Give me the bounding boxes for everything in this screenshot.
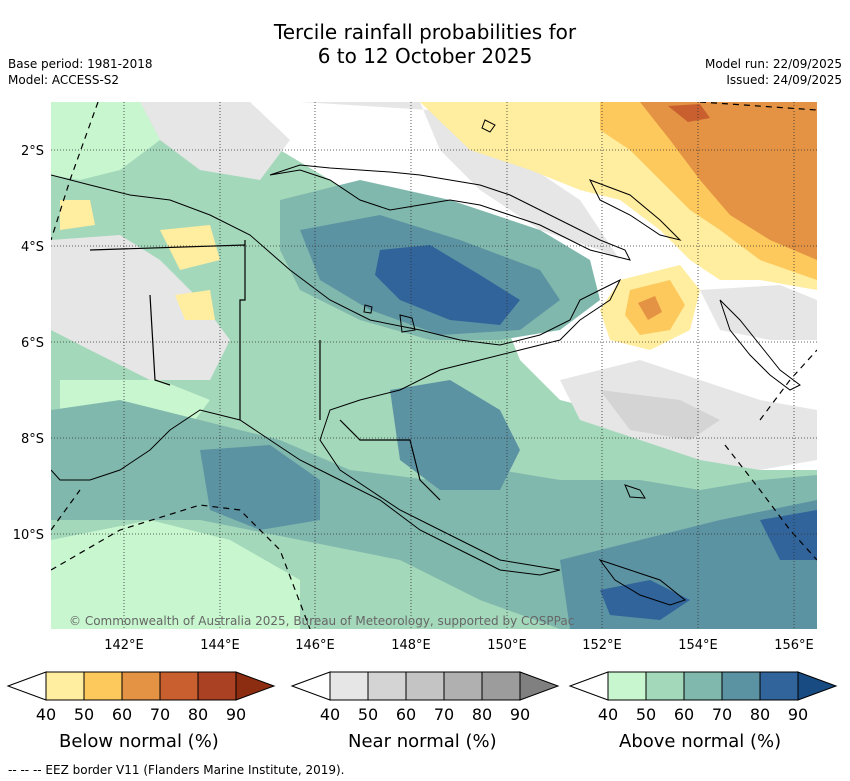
colorbar-tick-label: 40	[598, 705, 618, 724]
colorbar-tick-label: 70	[150, 705, 170, 724]
field-below-60-se	[638, 296, 662, 320]
colorbar-segment	[759, 671, 799, 701]
colorbar-segment	[121, 671, 161, 701]
issued-date: Issued: 24/09/2025	[726, 73, 842, 87]
model-run: Model run: 22/09/2025	[704, 57, 842, 71]
lat-label: 10°S	[13, 528, 44, 543]
field-above-40-sw	[51, 520, 300, 629]
coastlines	[51, 119, 801, 606]
colorbar-max-extend	[797, 671, 838, 701]
colorbar-tick-label: 60	[112, 705, 132, 724]
attribution: © Commonwealth of Australia 2025, Bureau…	[69, 614, 574, 628]
colorbar-tick-label: 40	[36, 705, 56, 724]
colorbars: 40 50 60 70 80 90 40 50 60 70 80 90 40 50 60 70 80 90	[6, 671, 838, 724]
lon-label: 146°E	[295, 638, 335, 653]
field-above-80-se	[600, 580, 690, 620]
colorbar-segment	[405, 671, 445, 701]
colorbar-tick-label: 70	[434, 705, 454, 724]
lon-label: 142°E	[104, 638, 144, 653]
lon-label: 156°E	[774, 638, 814, 653]
colorbar-segment	[645, 671, 685, 701]
lat-label: 2°S	[21, 144, 44, 159]
lon-label: 148°E	[391, 638, 431, 653]
colorbar-segment	[45, 671, 85, 701]
field-below-60	[640, 102, 817, 260]
colorbar-tick-label: 80	[188, 705, 208, 724]
colorbar-tick-label: 90	[226, 705, 246, 724]
field-above-70-sw	[200, 445, 320, 530]
colorbar-segment	[367, 671, 407, 701]
eez-legend: -- -- -- EEZ border V11 (Flanders Marine…	[8, 763, 345, 777]
field-below-40-w2	[160, 225, 220, 270]
lon-label: 154°E	[678, 638, 718, 653]
colorbar-tick-label: 40	[320, 705, 340, 724]
colorbar-segment	[443, 671, 483, 701]
colorbar-tick-label: 50	[358, 705, 378, 724]
colorbar-title-above: Above normal (%)	[619, 731, 782, 752]
colorbar-title-near: Near normal (%)	[348, 731, 497, 752]
field-above-70-mid	[390, 380, 520, 490]
colorbar-tick-label: 50	[636, 705, 656, 724]
colorbar-near: 40 50 60 70 80 90	[290, 671, 560, 724]
colorbar-tick-label: 80	[750, 705, 770, 724]
lat-label: 6°S	[21, 336, 44, 351]
colorbar-max-extend	[519, 671, 560, 701]
title-line-2: 6 to 12 October 2025	[317, 44, 533, 68]
field-below-40-w	[60, 200, 95, 230]
field-above-80-e	[760, 510, 817, 560]
colorbar-segment	[159, 671, 199, 701]
colorbar-segment	[481, 671, 521, 701]
title-line-1: Tercile rainfall probabilities for	[273, 20, 577, 44]
colorbar-tick-label: 90	[788, 705, 808, 724]
colorbar-segment	[329, 671, 369, 701]
colorbar-below: 40 50 60 70 80 90	[6, 671, 276, 724]
colorbar-segment	[683, 671, 723, 701]
colorbar-segment	[721, 671, 761, 701]
colorbar-tick-label: 50	[74, 705, 94, 724]
field-below-40-w3	[175, 290, 215, 320]
colorbar-tick-label: 80	[472, 705, 492, 724]
colorbar-tick-label: 90	[510, 705, 530, 724]
colorbar-tick-label: 60	[674, 705, 694, 724]
colorbar-title-below: Below normal (%)	[59, 731, 219, 752]
field-below-70	[668, 104, 710, 122]
colorbar-above: 40 50 60 70 80 90	[568, 671, 838, 724]
latitude-labels: 2°S 4°S 6°S 8°S 10°S	[13, 144, 44, 543]
lat-label: 4°S	[21, 240, 44, 255]
lat-label: 8°S	[21, 432, 44, 447]
colorbar-min-extend	[290, 671, 331, 701]
longitude-labels: 142°E 144°E 146°E 148°E 150°E 152°E 154°…	[104, 638, 814, 653]
colorbar-min-extend	[568, 671, 609, 701]
gridlines	[51, 102, 817, 629]
field-near-west	[51, 235, 230, 380]
field-near-east-60	[600, 390, 720, 440]
field-near-north	[140, 102, 290, 180]
colorbar-segment	[607, 671, 647, 701]
field-near-northcentral	[300, 102, 620, 260]
eez-borders	[51, 102, 817, 629]
colorbar-tick-label: 60	[396, 705, 416, 724]
lon-label: 150°E	[487, 638, 527, 653]
colorbar-tick-label: 70	[712, 705, 732, 724]
lon-label: 152°E	[582, 638, 622, 653]
base-period: Base period: 1981-2018	[8, 57, 153, 71]
colorbar-min-extend	[6, 671, 47, 701]
field-above-40-nw	[51, 102, 160, 180]
colorbar-segment	[83, 671, 123, 701]
lon-label: 144°E	[200, 638, 240, 653]
model-name: Model: ACCESS-S2	[8, 73, 120, 87]
probability-field	[51, 102, 817, 629]
colorbar-max-extend	[235, 671, 276, 701]
colorbar-segment	[197, 671, 237, 701]
